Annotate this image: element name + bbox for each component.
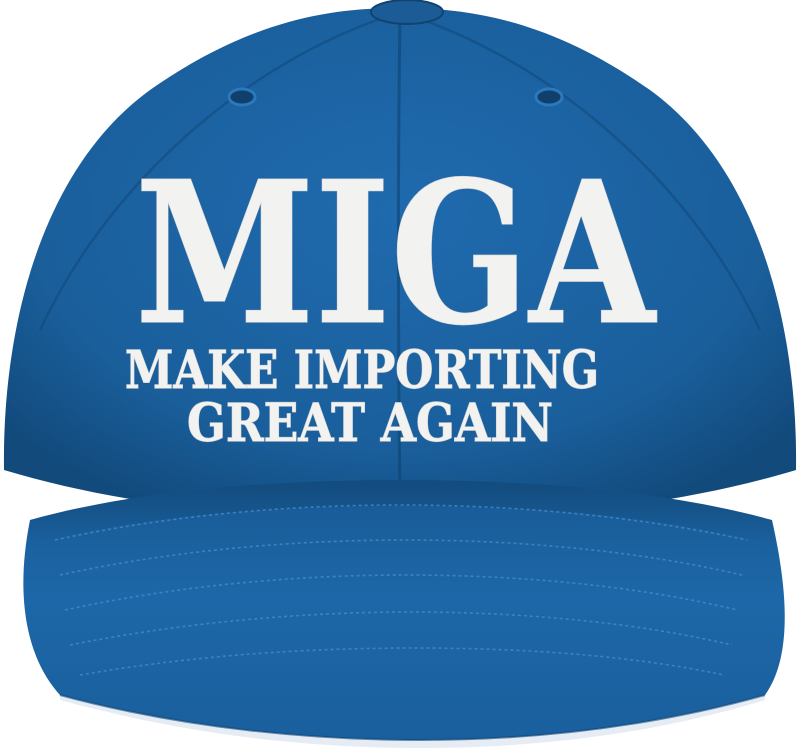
eyelet-left [227, 87, 257, 107]
brim-edge [59, 694, 766, 742]
cap-line-2: GREAT AGAIN [187, 393, 553, 454]
brim-junction-shadow [28, 480, 774, 545]
cap-headline: MIGA [135, 139, 657, 369]
cap-top-button [370, 0, 444, 25]
crown-seam-right [404, 12, 762, 331]
cap-line-1: MAKE IMPORTING [125, 340, 599, 401]
brim-stitching [54, 504, 748, 676]
crown-seam-left [38, 12, 396, 331]
cap-underbrim [60, 690, 765, 748]
cap-crown [3, 8, 797, 520]
cap-brim [23, 480, 785, 740]
crown-seam-center [397, 11, 402, 506]
eyelet-right [534, 87, 564, 107]
